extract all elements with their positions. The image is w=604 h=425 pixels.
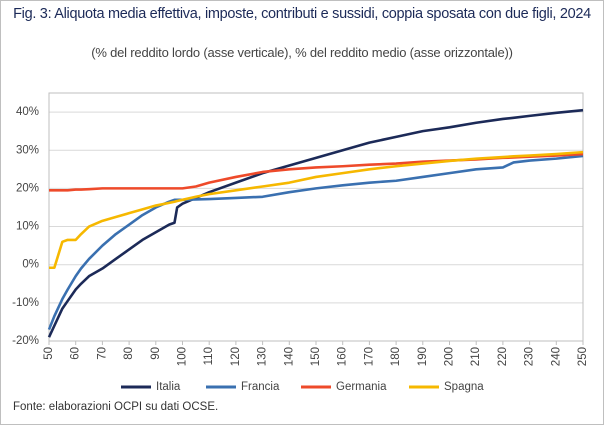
x-tick-label: 100 (177, 347, 189, 366)
legend-label: Francia (241, 381, 280, 393)
y-tick-label: -10% (12, 297, 39, 309)
x-tick-label: 110 (203, 347, 215, 365)
legend-label: Italia (156, 381, 181, 393)
x-tick-label: 200 (444, 347, 456, 366)
plot: -20% -10% 0% 10% 20% 30% 40% 50 60 70 80 90 100 110 12… (12, 92, 589, 393)
x-tick-label: 220 (497, 347, 509, 366)
y-tick-label: -20% (12, 335, 39, 347)
legend-label: Spagna (444, 381, 484, 393)
chart-title: Fig. 3: Aliquota media effettiva, impost… (13, 6, 591, 22)
y-tick-label: 40% (16, 106, 39, 118)
x-tick-label: 160 (337, 347, 349, 366)
x-tick-label: 190 (417, 347, 429, 366)
x-tick-label: 50 (43, 347, 55, 360)
x-tick-label: 170 (363, 347, 375, 366)
plot-frame (48, 92, 584, 342)
x-tick-label: 120 (230, 347, 242, 366)
x-tick-label: 180 (390, 347, 402, 366)
y-tick-label: 30% (16, 144, 39, 156)
x-tick-label: 150 (310, 347, 322, 366)
y-tick-label: 20% (16, 182, 39, 194)
y-tick-label: 10% (16, 221, 39, 233)
x-tick-label: 130 (257, 347, 269, 366)
x-tick-label: 250 (577, 347, 589, 366)
source-note: Fonte: elaborazioni OCPI su dati OCSE. (13, 401, 219, 413)
x-tick-label: 210 (470, 347, 482, 366)
x-tick-label: 230 (524, 347, 536, 366)
x-tick-label: 80 (123, 347, 135, 360)
chart-subtitle: (% del reddito lordo (asse verticale), %… (91, 45, 513, 60)
x-tick-label: 240 (550, 347, 562, 366)
series-line (49, 150, 584, 270)
legend-label: Germania (336, 381, 387, 393)
series-line (47, 154, 584, 331)
x-tick-label: 60 (70, 347, 82, 360)
x-tick-label: 70 (96, 347, 108, 360)
x-tick-label: 140 (283, 347, 295, 366)
series-line (49, 152, 584, 192)
y-tick-label: 0% (22, 259, 39, 271)
x-tick-label: 90 (150, 347, 162, 360)
